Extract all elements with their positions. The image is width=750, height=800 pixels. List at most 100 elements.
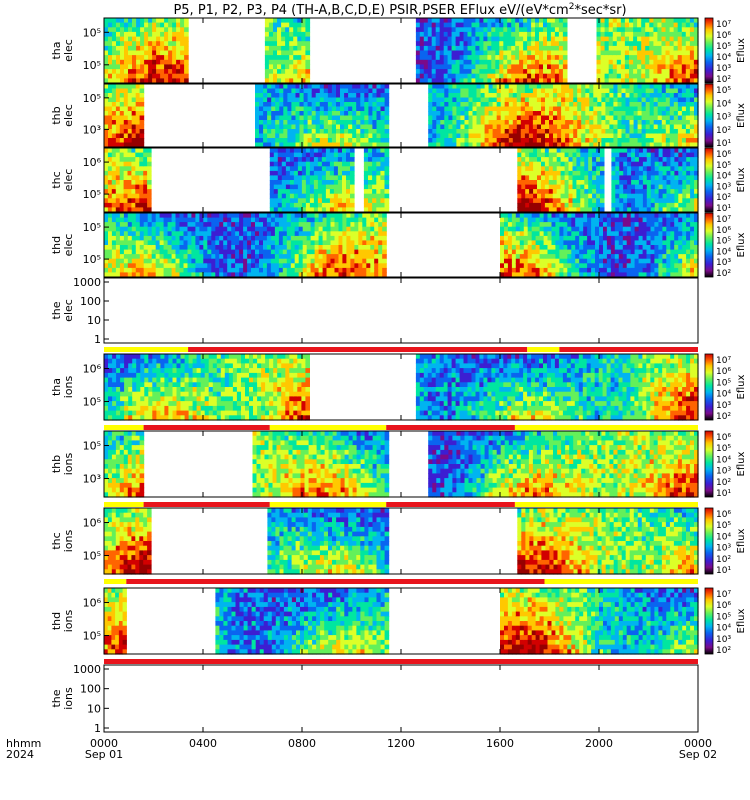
spectrogram-cell: [111, 93, 117, 99]
spectrogram-cell: [487, 50, 492, 56]
spectrogram-cell: [654, 170, 660, 177]
spectrogram-cell: [670, 175, 675, 181]
spectrogram-cell: [131, 170, 136, 177]
spectrogram-cell: [127, 124, 133, 130]
spectrogram-cell: [539, 73, 544, 79]
spectrogram-cell: [115, 84, 121, 90]
spectrogram-cell: [243, 249, 248, 255]
spectrogram-cell: [541, 84, 546, 90]
spectrogram-cell: [127, 142, 133, 148]
spectrogram-cell: [479, 69, 484, 75]
spectrogram-cell: [143, 263, 149, 269]
spectrogram-cell: [199, 263, 204, 269]
spectrogram-cell: [681, 41, 687, 47]
spectrogram-cell: [593, 97, 598, 103]
spectrogram-cell: [176, 41, 181, 47]
spectrogram-cell: [483, 45, 488, 52]
spectrogram-cell: [440, 88, 445, 94]
spectrogram-cell: [155, 222, 161, 228]
spectrogram-cell: [342, 166, 347, 172]
spectrogram-cell: [297, 193, 303, 199]
spectrogram-cell: [277, 152, 283, 158]
spectrogram-cell: [264, 73, 270, 79]
spectrogram-cell: [572, 152, 577, 158]
spectrogram-cell: [140, 45, 145, 52]
spectrogram-cell: [268, 18, 274, 24]
spectrogram-cell: [384, 106, 390, 112]
spectrogram-cell: [111, 88, 117, 94]
spectrogram-cell: [646, 175, 652, 181]
spectrogram-cell: [665, 129, 671, 135]
spectrogram-cell: [645, 78, 650, 84]
spectrogram-cell: [128, 55, 133, 61]
spectrogram-cell: [305, 170, 311, 177]
spectrogram-cell: [593, 106, 598, 112]
spectrogram-cell: [435, 78, 441, 84]
spectrogram-cell: [615, 202, 620, 209]
spectrogram-cell: [293, 59, 298, 65]
spectrogram-cell: [329, 166, 335, 172]
spectrogram-cell: [285, 184, 291, 190]
spectrogram-cell: [689, 31, 695, 38]
spectrogram-cell: [273, 157, 279, 163]
spectrogram-cell: [528, 88, 534, 94]
spectrogram-cell: [584, 170, 589, 177]
spectrogram-cell: [115, 129, 121, 135]
spectrogram-cell: [641, 27, 646, 33]
spectrogram-cell: [545, 115, 550, 121]
spectrogram-cell: [168, 59, 173, 65]
spectrogram-cell: [576, 161, 581, 167]
spectrogram-cell: [306, 272, 312, 278]
spectrogram-cell: [443, 69, 449, 75]
spectrogram-cell: [307, 97, 313, 103]
spectrogram-cell: [637, 55, 642, 61]
spectrogram-cell: [544, 148, 550, 154]
spectrogram-cell: [665, 45, 671, 52]
spectrogram-cell: [330, 258, 336, 264]
spectrogram-cell: [669, 142, 675, 148]
spectrogram-cell: [694, 111, 699, 117]
spectrogram-cell: [203, 213, 208, 219]
spectrogram-cell: [532, 124, 538, 130]
spectrogram-cell: [615, 148, 620, 154]
spectrogram-cell: [528, 97, 534, 103]
spectrogram-cell: [243, 267, 248, 274]
spectrogram-cell: [646, 166, 652, 172]
spectrogram-cell: [135, 180, 140, 186]
spectrogram-cell: [666, 202, 671, 209]
colorbar-tick-label: 10³: [716, 64, 731, 74]
spectrogram-cell: [273, 69, 278, 75]
spectrogram-cell: [611, 189, 616, 195]
spectrogram-cell: [160, 45, 165, 52]
spectrogram-cell: [183, 222, 189, 228]
spectrogram-cell: [327, 142, 333, 148]
spectrogram-cell: [529, 175, 534, 181]
spectrogram-cell: [348, 124, 353, 130]
spectrogram-cell: [673, 129, 679, 135]
spectrogram-cell: [183, 226, 189, 232]
spectrogram-cell: [314, 226, 320, 232]
spectrogram-cell: [223, 245, 228, 251]
spectrogram-cell: [661, 18, 667, 24]
spectrogram-cell: [376, 111, 382, 117]
spectrogram-cell: [483, 18, 488, 24]
spectrogram-cell: [552, 157, 558, 163]
spectrogram-cell: [107, 184, 113, 190]
spectrogram-cell: [657, 45, 663, 52]
spectrogram-cell: [321, 180, 327, 186]
spectrogram-cell: [278, 245, 284, 251]
spectrogram-cell: [623, 207, 628, 213]
spectrogram-cell: [604, 36, 610, 42]
spectrogram-cell: [569, 142, 574, 148]
spectrogram-cell: [604, 73, 610, 79]
spectrogram-cell: [661, 124, 667, 130]
spectrogram-cell: [557, 88, 562, 94]
spectrogram-cell: [503, 45, 508, 52]
spectrogram-cell: [305, 157, 311, 163]
spectrogram-cell: [615, 166, 620, 172]
spectrogram-cell: [495, 45, 500, 52]
spectrogram-cell: [329, 193, 335, 199]
spectrogram-cell: [151, 254, 157, 260]
spectrogram-cell: [689, 120, 695, 126]
spectrogram-cell: [322, 235, 328, 242]
